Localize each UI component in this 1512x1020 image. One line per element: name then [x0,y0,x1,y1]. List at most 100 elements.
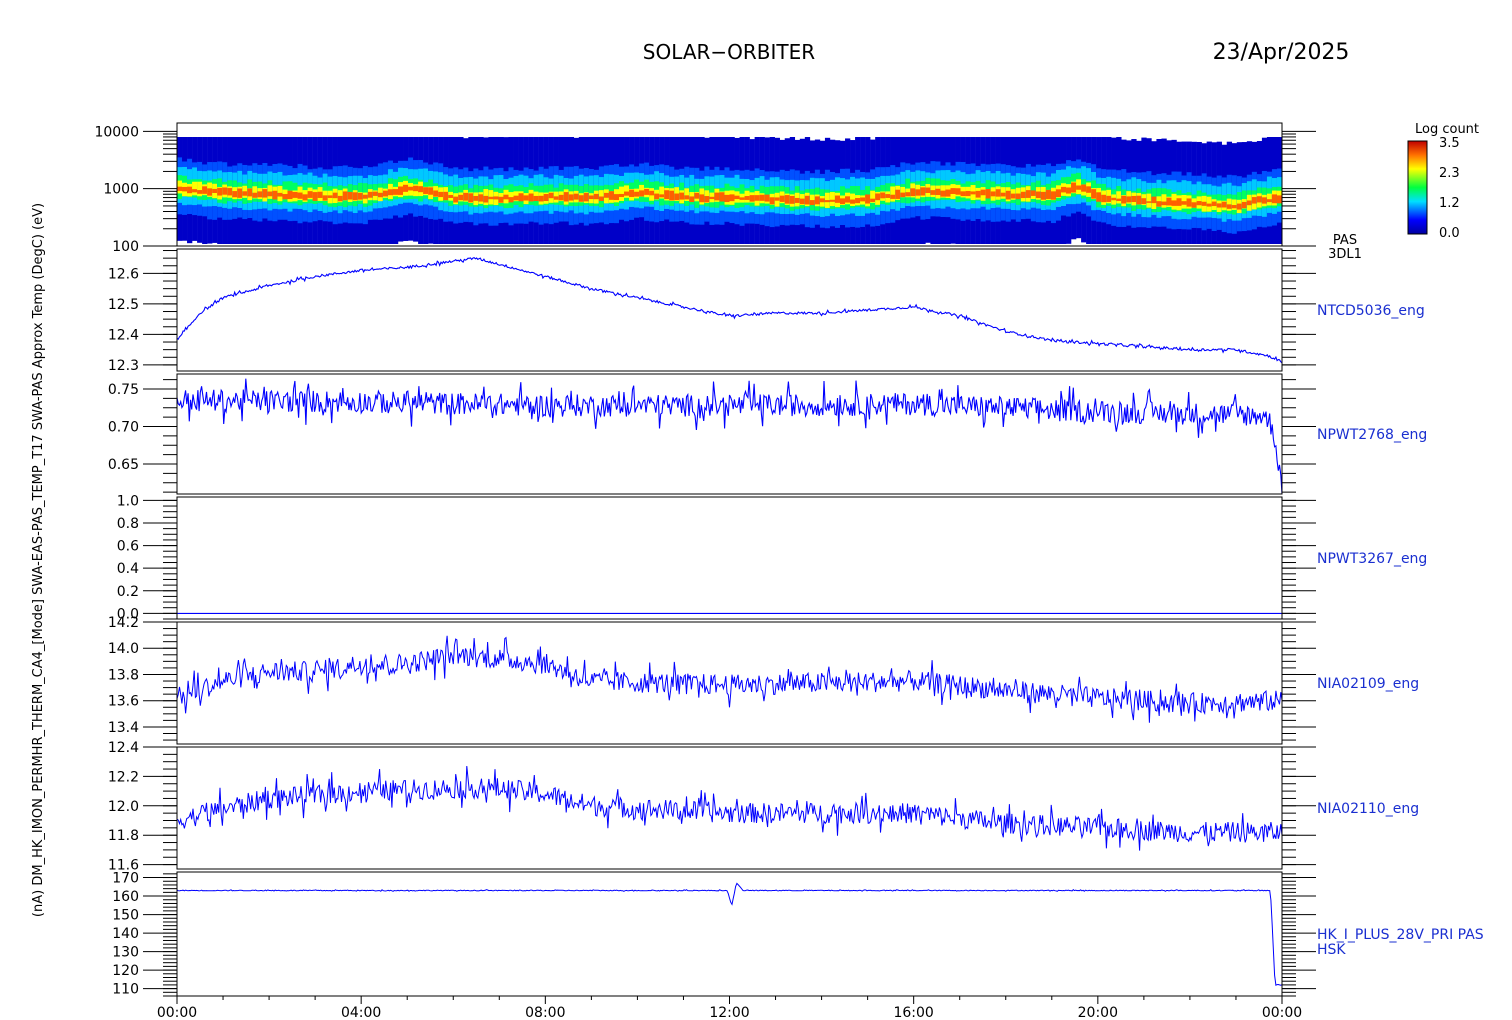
trace-hk-i-plus-28v [176,882,1283,986]
spectrogram-cell [222,187,228,195]
spectrogram-cell [1010,193,1017,199]
spectrogram-cell [608,191,615,200]
spectrogram-cell [669,190,675,201]
spectrogram-cell [759,194,765,201]
spectrogram-cell [624,191,630,196]
spectrogram-cell [945,189,951,197]
spectrogram-cell [1261,197,1268,204]
stacked-ylabel: (nA) DM_HK_IMON_PERMHR_THERM_CA4_[Mode] … [31,203,46,917]
spectrogram-cell [639,190,645,197]
spectrogram-cell [634,191,640,197]
series-name-label: NPWT2768_eng [1317,427,1427,443]
spectrogram-cell [528,193,534,202]
spectrogram-cell [829,199,836,202]
spectrogram-cell [327,195,333,198]
panel-hk-i-plus-28v: 170 160 150 140 130 120 110 HK_I_PLUS_28V_PRI P… [112,871,1484,998]
spectrogram-cell [865,194,871,204]
spectrogram-cell [1086,186,1092,193]
spectrogram-cell [312,192,318,201]
time-axis: 00:00 04:00 08:00 12:00 16:00 20:00 00:00 [157,996,1302,1020]
spectrogram-cell [598,196,605,202]
spectrogram-cell [553,196,559,200]
spectrogram-cell [729,194,735,202]
x-tick-label: 00:00 [1262,1005,1302,1020]
panel-pas-3dl1: 10000 1000 100 [94,122,1316,255]
spectrogram-cell [900,186,906,198]
spectrogram-cell [649,190,655,196]
spectrogram-cell [1076,185,1082,190]
spectrogram-cell [819,198,826,203]
spectrogram-cell [1161,201,1167,206]
spectrogram-cell [774,197,780,201]
spectrogram-cell [654,193,660,200]
spectrogram-cell [372,191,379,196]
spectrogram-cell [1015,193,1022,200]
spectrogram-cell [277,192,283,197]
spectrogram-cell [367,191,374,198]
y-tick-label: 12.6 [108,266,139,282]
spectrogram-cell [257,191,263,198]
spectrogram-cell [558,194,564,201]
pas-spectrogram [177,137,1283,244]
colorbar-tick-label: 0.0 [1439,226,1460,241]
spectrogram-cell [870,190,876,203]
spectrogram-cell [272,190,278,200]
spectrogram-cell [1191,202,1197,208]
spectrogram-cell [840,198,846,205]
spectrogram-cell [1256,196,1263,203]
spectrogram-cell [1241,201,1248,209]
y-tick-label: 0.2 [117,584,139,600]
y-tick-label: 150 [112,908,139,924]
spectrogram-cell [423,187,429,194]
spectrogram-cell [443,191,449,201]
spectrogram-cell [890,194,896,199]
y-tick-label: 14.0 [108,641,139,657]
colorbar-title: Log count [1415,122,1479,137]
colorbar-gradient [1407,140,1428,235]
spectrogram-cell [438,191,444,198]
spectrogram-cell [809,194,816,205]
spectrogram-cell [1186,198,1192,207]
spectrogram-cell [478,194,484,202]
y-tick-label: 11.8 [108,828,139,844]
pas-label-line1: PAS [1333,233,1357,248]
spectrogram-cell [332,192,338,199]
spectrogram-cell [925,187,931,194]
spectrogram-cell [629,189,635,197]
y-tick-label: 13.4 [108,720,139,736]
spectrogram-cell [1276,195,1283,204]
spectrogram-cell [1226,204,1233,209]
spectrogram-cell [734,195,740,200]
spectrogram-cell [1151,196,1157,204]
series-name-label: NIA02109_eng [1317,676,1419,692]
spectrogram-cell [789,195,796,204]
spectrogram-cell [744,196,750,200]
spectrogram-cell [1106,195,1112,202]
panel-npwt3267: 1.0 0.8 0.6 0.4 0.2 0.0 NPWT3267_eng [117,493,1428,622]
spectrogram-cell [739,197,745,200]
trace-nia02109 [176,635,1283,723]
spectrogram-cell [252,186,258,199]
colorbar: Log count 3.5 2.3 1.2 0.0 [1407,122,1479,241]
spectrogram-cell [252,192,258,198]
spectrogram-cell [237,188,243,198]
spectrogram-cell [890,186,896,202]
spectrogram-cell [382,190,389,197]
spectrogram-cell [543,194,549,201]
plot-date: 23/Apr/2025 [1213,40,1350,65]
spectrogram-cell [523,195,529,201]
spectrogram-cell [850,199,856,204]
spectrogram-cell [880,192,886,199]
spectrogram-cell [664,190,670,200]
y-tick-label: 100 [112,239,139,255]
y-tick-label: 0.4 [117,561,139,577]
spectrogram-cell [217,187,223,196]
spectrogram-cell [603,192,610,198]
spectrogram-cell [297,192,303,199]
spectrogram-cell [337,195,343,202]
spectrogram-cell [689,196,695,203]
spectrogram-cell [573,193,580,200]
spectrogram-cell [769,197,775,205]
spectrogram-cell [659,186,665,199]
